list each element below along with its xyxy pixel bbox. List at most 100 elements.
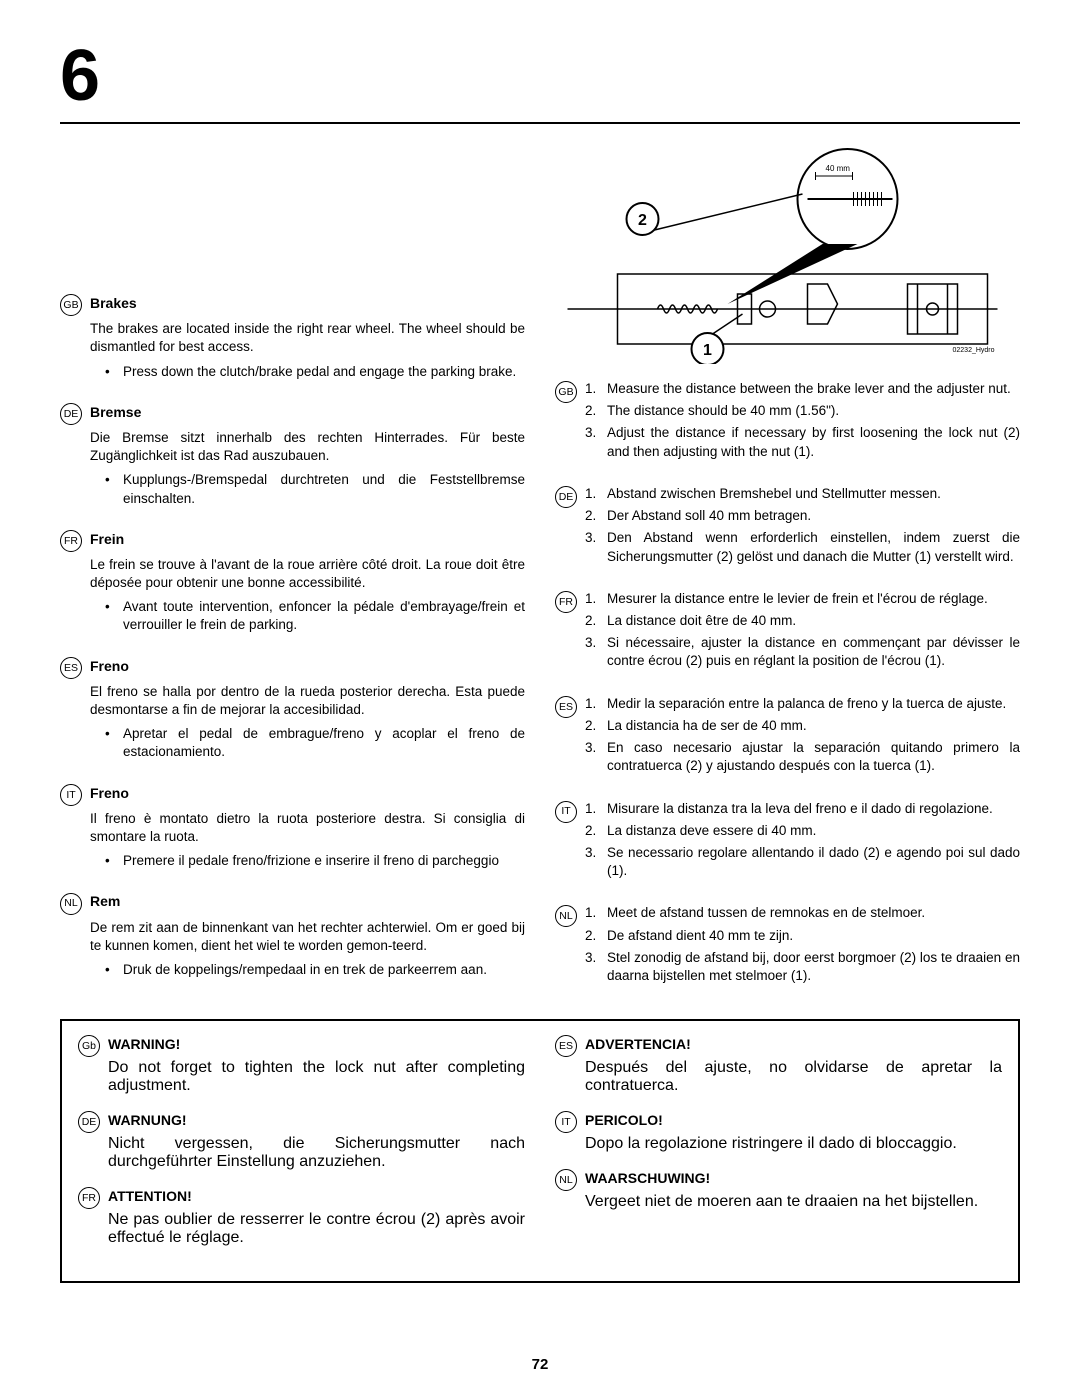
step-item: Measure the distance between the brake l… <box>585 380 1020 398</box>
step-list: Meet de afstand tussen de remnokas en de… <box>585 904 1020 989</box>
section-title: Freno <box>90 657 129 676</box>
bullet-list: Apretar el pedal de embrague/freno y aco… <box>105 725 525 761</box>
step-item: Der Abstand soll 40 mm betragen. <box>585 507 1020 525</box>
warning-body: Do not forget to tighten the lock nut af… <box>108 1059 525 1095</box>
warning-col-right: ESADVERTENCIA!Después del ajuste, no olv… <box>555 1035 1002 1263</box>
bullet-item: Apretar el pedal de embrague/freno y aco… <box>105 725 525 761</box>
callout-2: 2 <box>638 212 647 229</box>
bullet-list: Kupplungs-/Bremspedal durchtreten und di… <box>105 471 525 507</box>
lang-badge-fr: FR <box>555 591 577 613</box>
lang-badge-es: ES <box>60 657 82 679</box>
step-list: Misurare la distanza tra la leva del fre… <box>585 800 1020 885</box>
brake-diagram: 40 mm <box>555 144 1020 364</box>
warning-it: IT PERICOLO! Dopo la regolazione ristringe… <box>555 1111 1002 1153</box>
right-column: 40 mm <box>555 144 1020 1009</box>
step-item: En caso necesario ajustar la separación … <box>585 739 1020 775</box>
page-number: 72 <box>0 1356 1080 1373</box>
diagram-caption: 02232_Hydro <box>953 347 995 354</box>
warning-de: DE WARNUNG! Nicht vergessen, die Sicherung… <box>78 1111 525 1171</box>
step-item: Medir la separación entre la palanca de … <box>585 695 1020 713</box>
brake-section-de: DE Bremse Die Bremse sitzt innerhalb des r… <box>60 403 525 508</box>
step-list: Mesurer la distance entre le levier de f… <box>585 590 1020 675</box>
lang-badge-fr: FR <box>78 1187 100 1209</box>
step-item: Si nécessaire, ajuster la distance en co… <box>585 634 1020 670</box>
step-item: Se necessario regolare allentando il dad… <box>585 844 1020 880</box>
warning-body: Dopo la regolazione ristringere il dado … <box>585 1135 1002 1153</box>
step-item: La distancia ha de ser de 40 mm. <box>585 717 1020 735</box>
warning-box: Gb WARNING! Do not forget to tighten the l… <box>60 1019 1020 1283</box>
step-item: De afstand dient 40 mm te zijn. <box>585 927 1020 945</box>
step-item: The distance should be 40 mm (1.56"). <box>585 402 1020 420</box>
section-title: Rem <box>90 892 120 911</box>
lang-badge-es: ES <box>555 696 577 718</box>
bullet-item: Avant toute intervention, enfoncer la pé… <box>105 598 525 634</box>
instruction-block-fr: FR Mesurer la distance entre le levier de… <box>555 590 1020 675</box>
lang-badge-de: DE <box>555 486 577 508</box>
lang-badge-nl: NL <box>555 905 577 927</box>
callout-1: 1 <box>703 342 712 359</box>
warning-title: PERICOLO! <box>585 1112 663 1128</box>
brake-section-nl: NL Rem De rem zit aan de binnenkant van he… <box>60 892 525 979</box>
warning-body: Después del ajuste, no olvidarse de apre… <box>585 1059 1002 1095</box>
step-list: Medir la separación entre la palanca de … <box>585 695 1020 780</box>
lang-badge-gb: GB <box>555 381 577 403</box>
instruction-block-es: ES Medir la separación entre la palanca d… <box>555 695 1020 780</box>
lang-badge-de: DE <box>60 403 82 425</box>
step-list: Abstand zwischen Bremshebel und Stellmut… <box>585 485 1020 570</box>
warning-body: Vergeet niet de moeren aan te draaien na… <box>585 1193 1002 1211</box>
warning-nl: NLWAARSCHUWING!Vergeet niet de moeren aa… <box>555 1169 1002 1211</box>
lang-badge-it: IT <box>555 1111 577 1133</box>
instruction-block-gb: GB Measure the distance between the brake… <box>555 380 1020 465</box>
lang-badge-gb: GB <box>60 294 82 316</box>
step-list: Measure the distance between the brake l… <box>585 380 1020 465</box>
lang-badge-it: IT <box>60 784 82 806</box>
step-item: La distance doit être de 40 mm. <box>585 612 1020 630</box>
bullet-item: Druk de koppelings/rempedaal in en trek … <box>105 961 525 979</box>
brake-section-gb: GB Brakes The brakes are located inside th… <box>60 294 525 381</box>
bullet-list: Avant toute intervention, enfoncer la pé… <box>105 598 525 634</box>
main-columns: GB Brakes The brakes are located inside th… <box>60 144 1020 1009</box>
brake-section-it: IT Freno Il freno è montato dietro la ruot… <box>60 784 525 871</box>
bullet-list: Premere il pedale freno/frizione e inser… <box>105 852 525 870</box>
lang-badge-fr: FR <box>60 530 82 552</box>
step-item: Meet de afstand tussen de remnokas en de… <box>585 904 1020 922</box>
lang-badge-nl: NL <box>60 893 82 915</box>
step-item: La distanza deve essere di 40 mm. <box>585 822 1020 840</box>
warning-fr: FRATTENTION!Ne pas oublier de resserrer … <box>78 1187 525 1247</box>
step-item: Adjust the distance if necessary by firs… <box>585 424 1020 460</box>
left-column: GB Brakes The brakes are located inside th… <box>60 144 525 1009</box>
step-item: Stel zonodig de afstand bij, door eerst … <box>585 949 1020 985</box>
section-body: Le frein se trouve à l'avant de la roue … <box>90 556 525 592</box>
warning-title: WARNING! <box>108 1036 180 1052</box>
section-body: The brakes are located inside the right … <box>90 320 525 356</box>
section-body: De rem zit aan de binnenkant van het rec… <box>90 919 525 955</box>
warning-title: ATTENTION! <box>108 1188 192 1204</box>
warning-gb: Gb WARNING! Do not forget to tighten the l… <box>78 1035 525 1095</box>
divider <box>60 122 1020 124</box>
bullet-list: Druk de koppelings/rempedaal in en trek … <box>105 961 525 979</box>
bullet-list: Press down the clutch/brake pedal and en… <box>105 363 525 381</box>
lang-badge-de: DE <box>78 1111 100 1133</box>
warning-body: Nicht vergessen, die Sicherungsmutter na… <box>108 1135 525 1171</box>
step-item: Den Abstand wenn erforderlich einstellen… <box>585 529 1020 565</box>
section-body: El freno se halla por dentro de la rueda… <box>90 683 525 719</box>
bullet-item: Press down the clutch/brake pedal and en… <box>105 363 525 381</box>
section-body: Die Bremse sitzt innerhalb des rechten H… <box>90 429 525 465</box>
brake-section-es: ES Freno El freno se halla por dentro de l… <box>60 657 525 762</box>
warning-title: ADVERTENCIA! <box>585 1036 691 1052</box>
chapter-number: 6 <box>60 40 1020 112</box>
warning-title: WARNUNG! <box>108 1112 187 1128</box>
section-title: Freno <box>90 784 129 803</box>
bullet-item: Kupplungs-/Bremspedal durchtreten und di… <box>105 471 525 507</box>
section-title: Brakes <box>90 294 137 313</box>
warning-col-left: Gb WARNING! Do not forget to tighten the l… <box>78 1035 525 1263</box>
section-title: Bremse <box>90 403 141 422</box>
step-item: Misurare la distanza tra la leva del fre… <box>585 800 1020 818</box>
lang-badge-gb: Gb <box>78 1035 100 1057</box>
instruction-block-it: ITMisurare la distanza tra la leva del f… <box>555 800 1020 885</box>
brake-section-fr: FRFreinLe frein se trouve à l'avant de l… <box>60 530 525 635</box>
step-item: Mesurer la distance entre le levier de f… <box>585 590 1020 608</box>
section-body: Il freno è montato dietro la ruota poste… <box>90 810 525 846</box>
dim-label: 40 mm <box>826 164 851 173</box>
instruction-block-de: DE Abstand zwischen Bremshebel und Stellm… <box>555 485 1020 570</box>
